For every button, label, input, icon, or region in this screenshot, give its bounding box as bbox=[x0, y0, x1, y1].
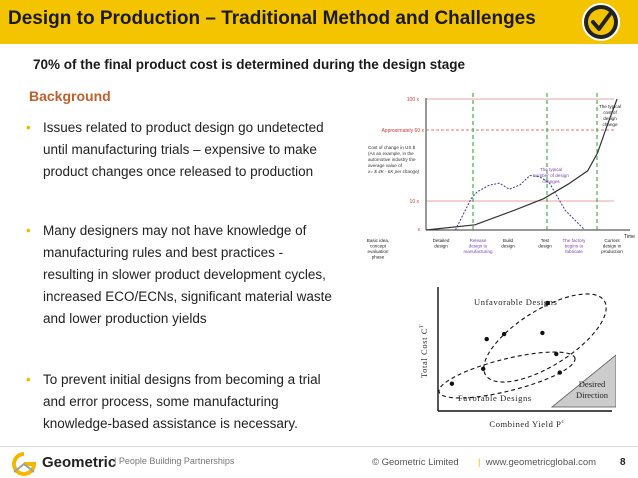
callout-line: changes bbox=[542, 179, 560, 184]
slide-title: Design to Production – Traditional Metho… bbox=[8, 8, 536, 29]
desired-direction-arrow bbox=[550, 354, 616, 408]
y-axis-label-text: Total Cost C bbox=[419, 328, 429, 378]
favorable-region bbox=[438, 351, 576, 399]
x-stage-label: phase bbox=[372, 255, 385, 260]
y-annotation-line: Cost of change in US $ bbox=[368, 145, 416, 150]
x-stage-label: design bbox=[501, 244, 515, 249]
page-number: 8 bbox=[620, 457, 626, 468]
cost-of-change-chart: 100 x Approximately 60 x 10 x x Cost of … bbox=[367, 93, 635, 260]
y-tick-60x: Approximately 60 x bbox=[381, 128, 424, 134]
tagline: | People Building Partnerships bbox=[114, 456, 235, 466]
y-tick-10x: 10 x bbox=[410, 199, 420, 205]
checkmark-badge-icon bbox=[582, 3, 620, 41]
bullet-line: To prevent initial designs from becoming… bbox=[43, 372, 321, 387]
callout-design-changes: The typical number of design changes bbox=[533, 167, 569, 184]
y-tick-100x: 100 x bbox=[407, 97, 420, 103]
bullet-line: product changes once released to product… bbox=[43, 164, 314, 179]
bullet-line: Many designers may not have knowledge of bbox=[43, 223, 307, 238]
data-points bbox=[449, 300, 562, 386]
website: | www.geometricglobal.com bbox=[478, 457, 596, 468]
y-annotation-line: (As an example, in the bbox=[368, 151, 414, 156]
x-stage-label: Test bbox=[541, 238, 550, 243]
bullet-assistance: • To prevent initial designs from becomi… bbox=[26, 369, 346, 435]
logo-wordmark: Geometric bbox=[42, 454, 117, 471]
bullet-line: increased ECO/ECNs, significant material… bbox=[43, 289, 332, 304]
x-axis-label-text: Combined Yield P bbox=[489, 419, 561, 429]
bullet-line: knowledge-based assistance is necessary. bbox=[43, 416, 298, 431]
callout-line: number of design bbox=[533, 173, 569, 178]
scatter-point bbox=[545, 300, 550, 306]
bullet-issues: • Issues related to product design go un… bbox=[26, 117, 346, 183]
callout-line: The typical bbox=[540, 167, 562, 172]
group-label-favorable: Favorable Designs bbox=[458, 393, 532, 403]
scatter-point bbox=[554, 351, 559, 357]
x-axis-label: Combined Yield Pc bbox=[489, 419, 564, 429]
y-tick-x: x bbox=[418, 227, 421, 233]
y-axis-label: Total Cost CT bbox=[419, 324, 429, 378]
scatter-point bbox=[449, 381, 455, 386]
x-stage-label: production bbox=[601, 249, 623, 254]
x-stage-label: concept bbox=[370, 244, 387, 249]
website-link[interactable]: www.geometricglobal.com bbox=[485, 457, 597, 468]
bullet-dot-icon: • bbox=[26, 223, 31, 238]
scatter-point bbox=[484, 336, 489, 342]
x-stage-label: Build bbox=[503, 238, 514, 243]
x-stage-label: Detailed bbox=[433, 238, 450, 243]
key-statement: 70% of the final product cost is determi… bbox=[33, 57, 466, 72]
y-annotation: Cost of change in US $ (As an example, i… bbox=[367, 145, 420, 174]
bullet-line: until manufacturing trials – expensive t… bbox=[43, 142, 317, 157]
direction-label: Direction bbox=[576, 390, 609, 400]
separator: | bbox=[478, 457, 481, 468]
scatter-point bbox=[481, 366, 486, 371]
y-axis-label-superscript: T bbox=[419, 324, 425, 328]
x-stage-label: The factory bbox=[563, 238, 587, 243]
x-stage-label: evaluation bbox=[368, 249, 389, 254]
x-stage-label: Release bbox=[470, 238, 487, 243]
bullet-line: Issues related to product design go unde… bbox=[43, 120, 324, 135]
callout-cost-of-change: The typical cost of design change bbox=[599, 104, 621, 127]
design-changes-curve bbox=[454, 174, 586, 231]
footer-divider bbox=[0, 446, 638, 447]
x-stage-label: Current bbox=[604, 238, 620, 243]
x-axis-label: Time bbox=[624, 234, 635, 240]
bullet-knowledge: • Many designers may not have knowledge … bbox=[26, 220, 346, 330]
x-stage-label: Basic idea, bbox=[367, 238, 389, 243]
x-stage-label: design bbox=[538, 244, 552, 249]
copyright: © Geometric Limited bbox=[372, 457, 459, 468]
x-axis-label-superscript: c bbox=[562, 419, 565, 425]
bullet-line: and error process, some manufacturing bbox=[43, 394, 279, 409]
x-stage-label: design bbox=[434, 244, 448, 249]
bullet-dot-icon: • bbox=[26, 120, 31, 135]
y-annotation-line: x= $ 4K - 6K per change) bbox=[367, 169, 420, 174]
x-stage-label: fabricate bbox=[565, 249, 583, 254]
scatter-point bbox=[540, 330, 545, 336]
x-stage-label: design to bbox=[469, 244, 488, 249]
group-label-unfavorable: Unfavorable Designs bbox=[474, 297, 557, 307]
bullet-line: and lower production yields bbox=[43, 311, 207, 326]
geometric-logo-icon bbox=[12, 452, 37, 476]
section-heading: Background bbox=[29, 88, 111, 104]
title-bar: Design to Production – Traditional Metho… bbox=[0, 0, 638, 44]
footer: Geometric | People Building Partnerships… bbox=[0, 446, 638, 478]
direction-label: Desired bbox=[579, 379, 606, 389]
bullet-line: resulting in slower product development … bbox=[43, 267, 326, 282]
callout-line: change bbox=[602, 122, 618, 127]
bullet-line: manufacturing rules and best practices - bbox=[43, 245, 284, 260]
callout-line: design bbox=[603, 116, 617, 121]
callout-line: cost of bbox=[603, 110, 617, 115]
callout-line: The typical bbox=[599, 104, 621, 109]
x-stage-label: manufacturing bbox=[463, 249, 493, 254]
x-stage-label: begins to bbox=[565, 244, 584, 249]
x-stage-label: design in bbox=[603, 244, 622, 249]
y-annotation-line: average value of bbox=[368, 163, 403, 168]
cost-of-change-curve bbox=[425, 98, 618, 231]
cost-yield-chart: Unfavorable Designs Favorable Designs De… bbox=[419, 287, 616, 429]
scatter-point bbox=[501, 331, 507, 337]
bullet-dot-icon: • bbox=[26, 372, 31, 387]
y-annotation-line: automotive industry the bbox=[368, 157, 416, 162]
scatter-point bbox=[557, 370, 562, 375]
